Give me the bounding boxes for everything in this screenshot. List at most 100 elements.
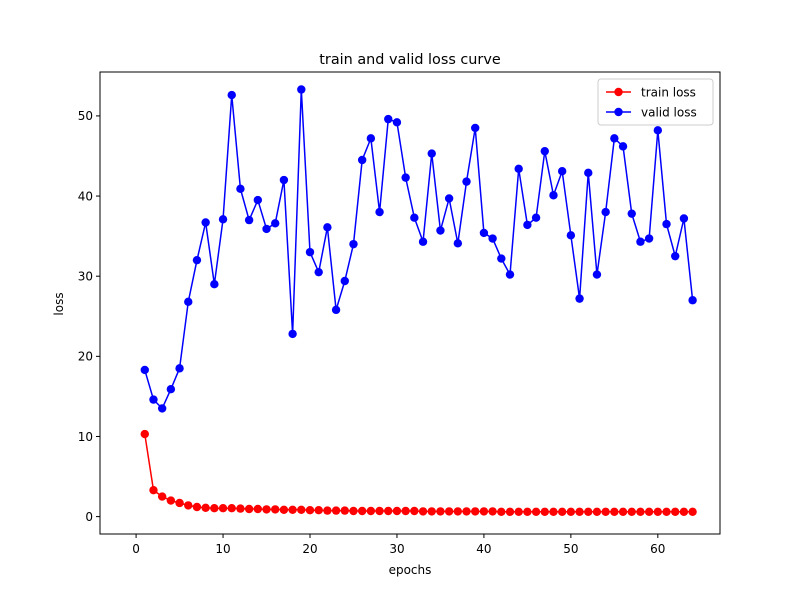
valid-loss-point: [601, 207, 610, 217]
valid-loss-line: [144, 89, 694, 410]
valid-loss-point: [262, 224, 271, 234]
x-tick-label: 50: [563, 542, 578, 556]
train-loss-point: [340, 506, 349, 515]
valid-loss-point: [671, 251, 680, 261]
valid-loss-point: [410, 213, 419, 222]
valid-loss-point: [644, 234, 654, 243]
train-loss-point: [592, 507, 602, 517]
valid-loss-point: [584, 168, 593, 178]
train-loss-point: [244, 504, 254, 514]
train-loss-point: [366, 506, 376, 516]
valid-loss-point: [471, 123, 480, 133]
valid-loss-point: [427, 149, 436, 158]
valid-loss-point: [140, 365, 149, 375]
valid-loss-point: [218, 215, 228, 224]
valid-loss-point: [497, 254, 506, 263]
train-loss-point: [253, 504, 263, 514]
train-loss-point: [497, 507, 506, 517]
valid-loss-point: [305, 247, 315, 257]
train-loss-point: [688, 507, 697, 517]
y-axis-label: loss: [52, 292, 66, 315]
x-axis-ticks: 0 10 20 30 40 50 60: [132, 534, 665, 556]
train-loss-point: [488, 507, 497, 516]
plot-frame: [99, 71, 721, 535]
train-loss-point: [210, 503, 219, 513]
train-loss-point: [479, 507, 489, 516]
train-loss-point: [523, 507, 532, 517]
train-loss-point: [618, 507, 628, 517]
y-tick-label: 50: [78, 109, 93, 123]
train-loss-point: [288, 505, 297, 514]
valid-loss-point: [349, 239, 358, 249]
y-axis-ticks: 0 10 20 30 40 50: [78, 109, 100, 524]
train-loss-point: [662, 507, 671, 517]
train-loss-point: [357, 506, 367, 516]
train-loss-line: [144, 433, 693, 513]
valid-loss-point: [210, 280, 219, 289]
valid-loss-point: [149, 395, 158, 404]
x-tick-label: 30: [389, 542, 404, 556]
valid-loss-point: [523, 220, 532, 230]
train-loss-point: [175, 498, 184, 508]
train-loss-point: [462, 507, 471, 516]
chart-legend: train loss valid loss: [597, 78, 714, 126]
train-loss-point: [157, 492, 167, 501]
y-tick-label: 0: [85, 510, 93, 524]
legend-box: [597, 78, 714, 126]
valid-loss-point: [610, 134, 619, 143]
train-loss-point: [575, 507, 584, 517]
valid-loss-point: [401, 173, 410, 182]
train-loss-point: [401, 506, 410, 516]
valid-loss-point: [375, 207, 384, 217]
valid-loss-point: [297, 85, 306, 94]
train-loss-point: [636, 507, 645, 517]
train-loss-point: [566, 507, 576, 517]
valid-loss-point: [444, 194, 454, 203]
valid-loss-point: [436, 226, 445, 235]
valid-loss-point: [540, 146, 549, 156]
train-loss-point: [323, 506, 332, 515]
y-tick-label: 20: [78, 350, 93, 364]
legend-train-loss-marker: [614, 87, 623, 97]
valid-loss-point: [340, 276, 349, 286]
train-loss-point: [601, 507, 610, 517]
train-loss-point: [166, 496, 176, 505]
train-loss-point: [444, 507, 454, 516]
y-tick-label: 10: [78, 430, 93, 444]
valid-loss-point: [331, 305, 341, 315]
train-loss-point: [610, 507, 619, 517]
valid-loss-point: [488, 234, 497, 243]
train-loss-point: [297, 505, 306, 514]
train-loss-point: [549, 507, 558, 517]
valid-loss-point: [392, 118, 402, 127]
train-loss-point: [349, 506, 358, 516]
valid-loss-point: [314, 267, 323, 277]
x-axis-label: epochs: [389, 563, 432, 577]
valid-loss-point: [653, 126, 663, 135]
valid-loss-point: [244, 215, 254, 225]
train-loss-point: [184, 501, 193, 510]
valid-loss-point: [323, 223, 332, 232]
x-tick-label: 60: [650, 542, 665, 556]
chart-title: train and valid loss curve: [319, 52, 501, 68]
train-loss-point: [279, 505, 289, 514]
valid-loss-point: [357, 155, 367, 165]
valid-loss-point: [505, 270, 515, 279]
train-loss-point: [540, 507, 549, 517]
train-loss-point: [227, 503, 236, 513]
train-loss-point: [331, 506, 341, 515]
legend-valid-loss-label: valid loss: [641, 105, 697, 119]
train-loss-point: [314, 505, 323, 515]
train-loss-point: [392, 506, 402, 516]
valid-loss-point: [479, 228, 489, 238]
valid-loss-point: [184, 297, 193, 307]
valid-loss-point: [566, 231, 576, 240]
valid-loss-point: [462, 177, 471, 186]
series-layer: [140, 85, 697, 517]
train-loss-point: [436, 507, 445, 516]
valid-loss-point: [557, 167, 567, 176]
valid-loss-point: [366, 134, 376, 143]
train-loss-point: [453, 507, 463, 516]
train-loss-point: [192, 502, 202, 512]
y-tick-label: 30: [78, 269, 93, 283]
